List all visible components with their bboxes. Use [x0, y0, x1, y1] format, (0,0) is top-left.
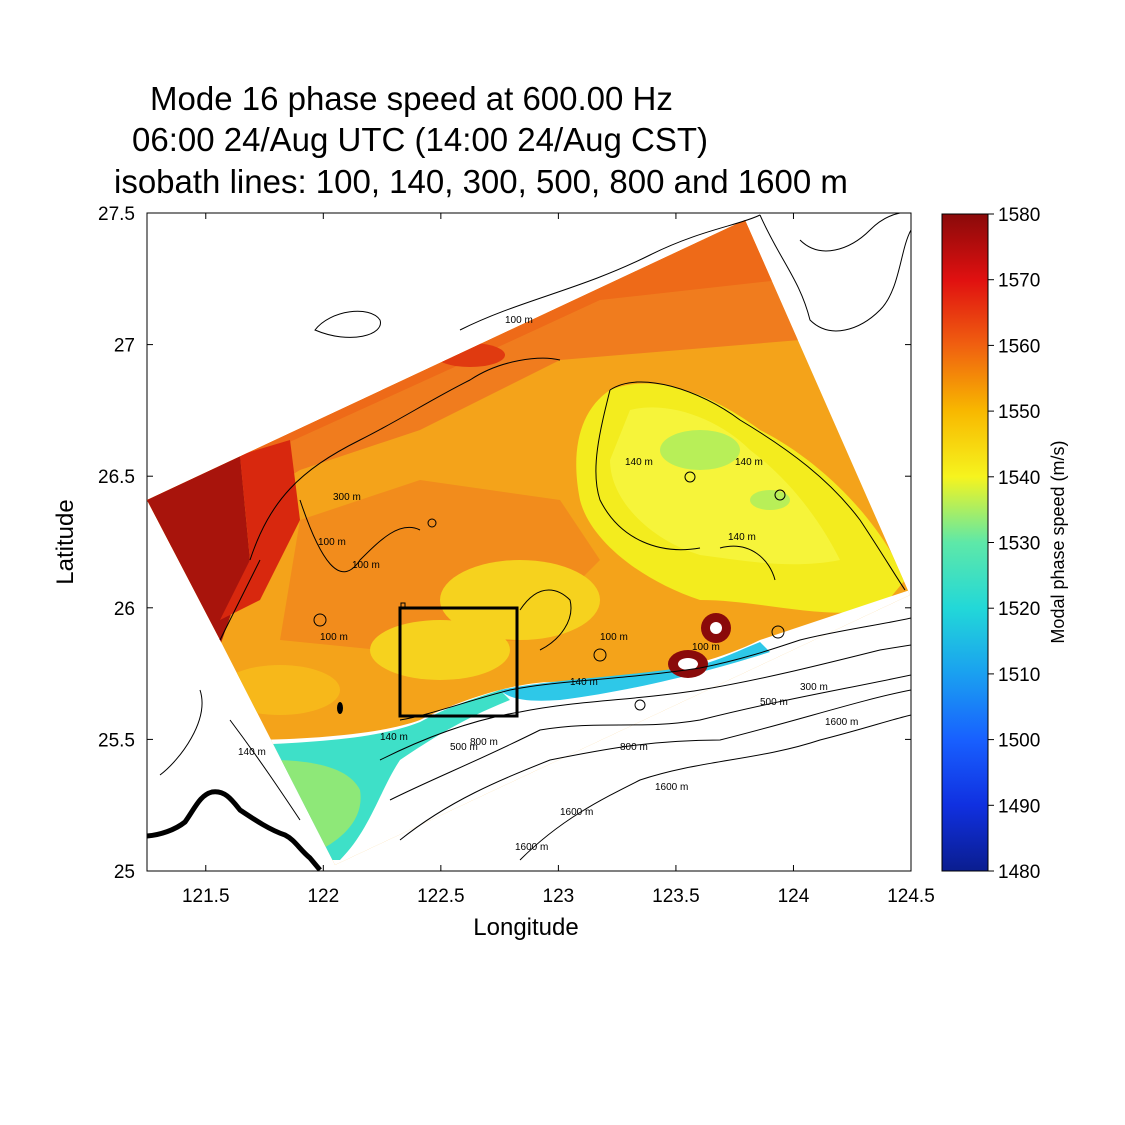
colorbar-tick-label: 1540: [998, 468, 1040, 489]
coastline: [146, 789, 322, 872]
isobath-label-100c: 100 m: [320, 632, 348, 643]
colorbar-tick-label: 1560: [998, 336, 1040, 357]
x-tick-label: 121.5: [182, 886, 230, 907]
y-tick-label: 26: [114, 599, 135, 620]
title-line-1: Mode 16 phase speed at 600.00 Hz: [150, 80, 673, 117]
colorbar-tick-label: 1580: [998, 205, 1040, 226]
isobath-label-140d: 140 m: [380, 732, 408, 743]
colorbar-tick-label: 1550: [998, 402, 1040, 423]
isobath-label-140c: 140 m: [728, 532, 756, 543]
isobath-contours: 100 m 100 m 100 m 100 m 100 m 100 m 140 …: [159, 213, 911, 861]
isobath-label-140f: 140 m: [238, 747, 266, 758]
isobath-label-140b: 140 m: [625, 457, 653, 468]
isobath-label-1600b: 1600 m: [655, 782, 688, 793]
colorbar-tick-label: 1520: [998, 599, 1040, 620]
colorbar-tick-label: 1570: [998, 271, 1040, 292]
colorbar-tick-label: 1500: [998, 731, 1040, 752]
x-tick-label: 123: [543, 886, 575, 907]
isobath-label-100e: 100 m: [600, 632, 628, 643]
y-tick-label: 27: [114, 336, 135, 357]
colorbar-ticks: 1480 1490 1500 1510 1520 1530 1540 1550 1560 1570…: [988, 205, 1040, 883]
title-line-2: 06:00 24/Aug UTC (14:00 24/Aug CST): [132, 121, 708, 158]
study-area-box: [398, 606, 519, 718]
isobath-label-1600c: 1600 m: [560, 807, 593, 818]
isobath-label-1600: 1600 m: [825, 717, 858, 728]
isobath-label-100f: 100 m: [692, 642, 720, 653]
colorbar-label: Modal phase speed (m/s): [1048, 440, 1068, 643]
isobath-label-100b: 100 m: [318, 537, 346, 548]
colorbar-tick-label: 1530: [998, 534, 1040, 555]
isobath-label-500b: 500 m: [760, 697, 788, 708]
x-axis: 121.5 122 122.5 123 123.5 124 124.5: [182, 213, 935, 907]
isobath-label-500: 500 m: [450, 742, 478, 753]
isobath-label-300b: 300 m: [800, 682, 828, 693]
island-marker: [337, 702, 343, 714]
title-line-3: isobath lines: 100, 140, 300, 500, 800 a…: [114, 163, 848, 200]
y-tick-label: 27.5: [98, 204, 135, 225]
isobath-label-800b: 800 m: [620, 742, 648, 753]
isobath-label-800: 800 m: [470, 737, 498, 748]
colorbar-tick-label: 1510: [998, 665, 1040, 686]
isobath-label-300: 300 m: [333, 492, 361, 503]
x-tick-label: 122.5: [417, 886, 465, 907]
colorbar-tick-label: 1490: [998, 796, 1040, 817]
x-tick-label: 122: [307, 886, 339, 907]
colorbar-tick-label: 1480: [998, 862, 1040, 883]
x-axis-label: Longitude: [473, 914, 578, 941]
x-tick-label: 123.5: [652, 886, 700, 907]
y-axis: 25 25.5 26 26.5 27 27.5: [98, 204, 911, 883]
isobath-label-100d: 100 m: [352, 560, 380, 571]
y-axis-label: Latitude: [52, 499, 79, 584]
isobath-label-140: 140 m: [735, 457, 763, 468]
y-tick-label: 25: [114, 862, 135, 883]
y-tick-label: 25.5: [98, 730, 135, 751]
colorbar: [941, 213, 989, 872]
isobath-label-100: 100 m: [505, 315, 533, 326]
isobath-label-1600d: 1600 m: [515, 842, 548, 853]
y-tick-label: 26.5: [98, 467, 135, 488]
x-tick-label: 124: [778, 886, 810, 907]
isobath-label-140e: 140 m: [570, 677, 598, 688]
x-tick-label: 124.5: [887, 886, 935, 907]
